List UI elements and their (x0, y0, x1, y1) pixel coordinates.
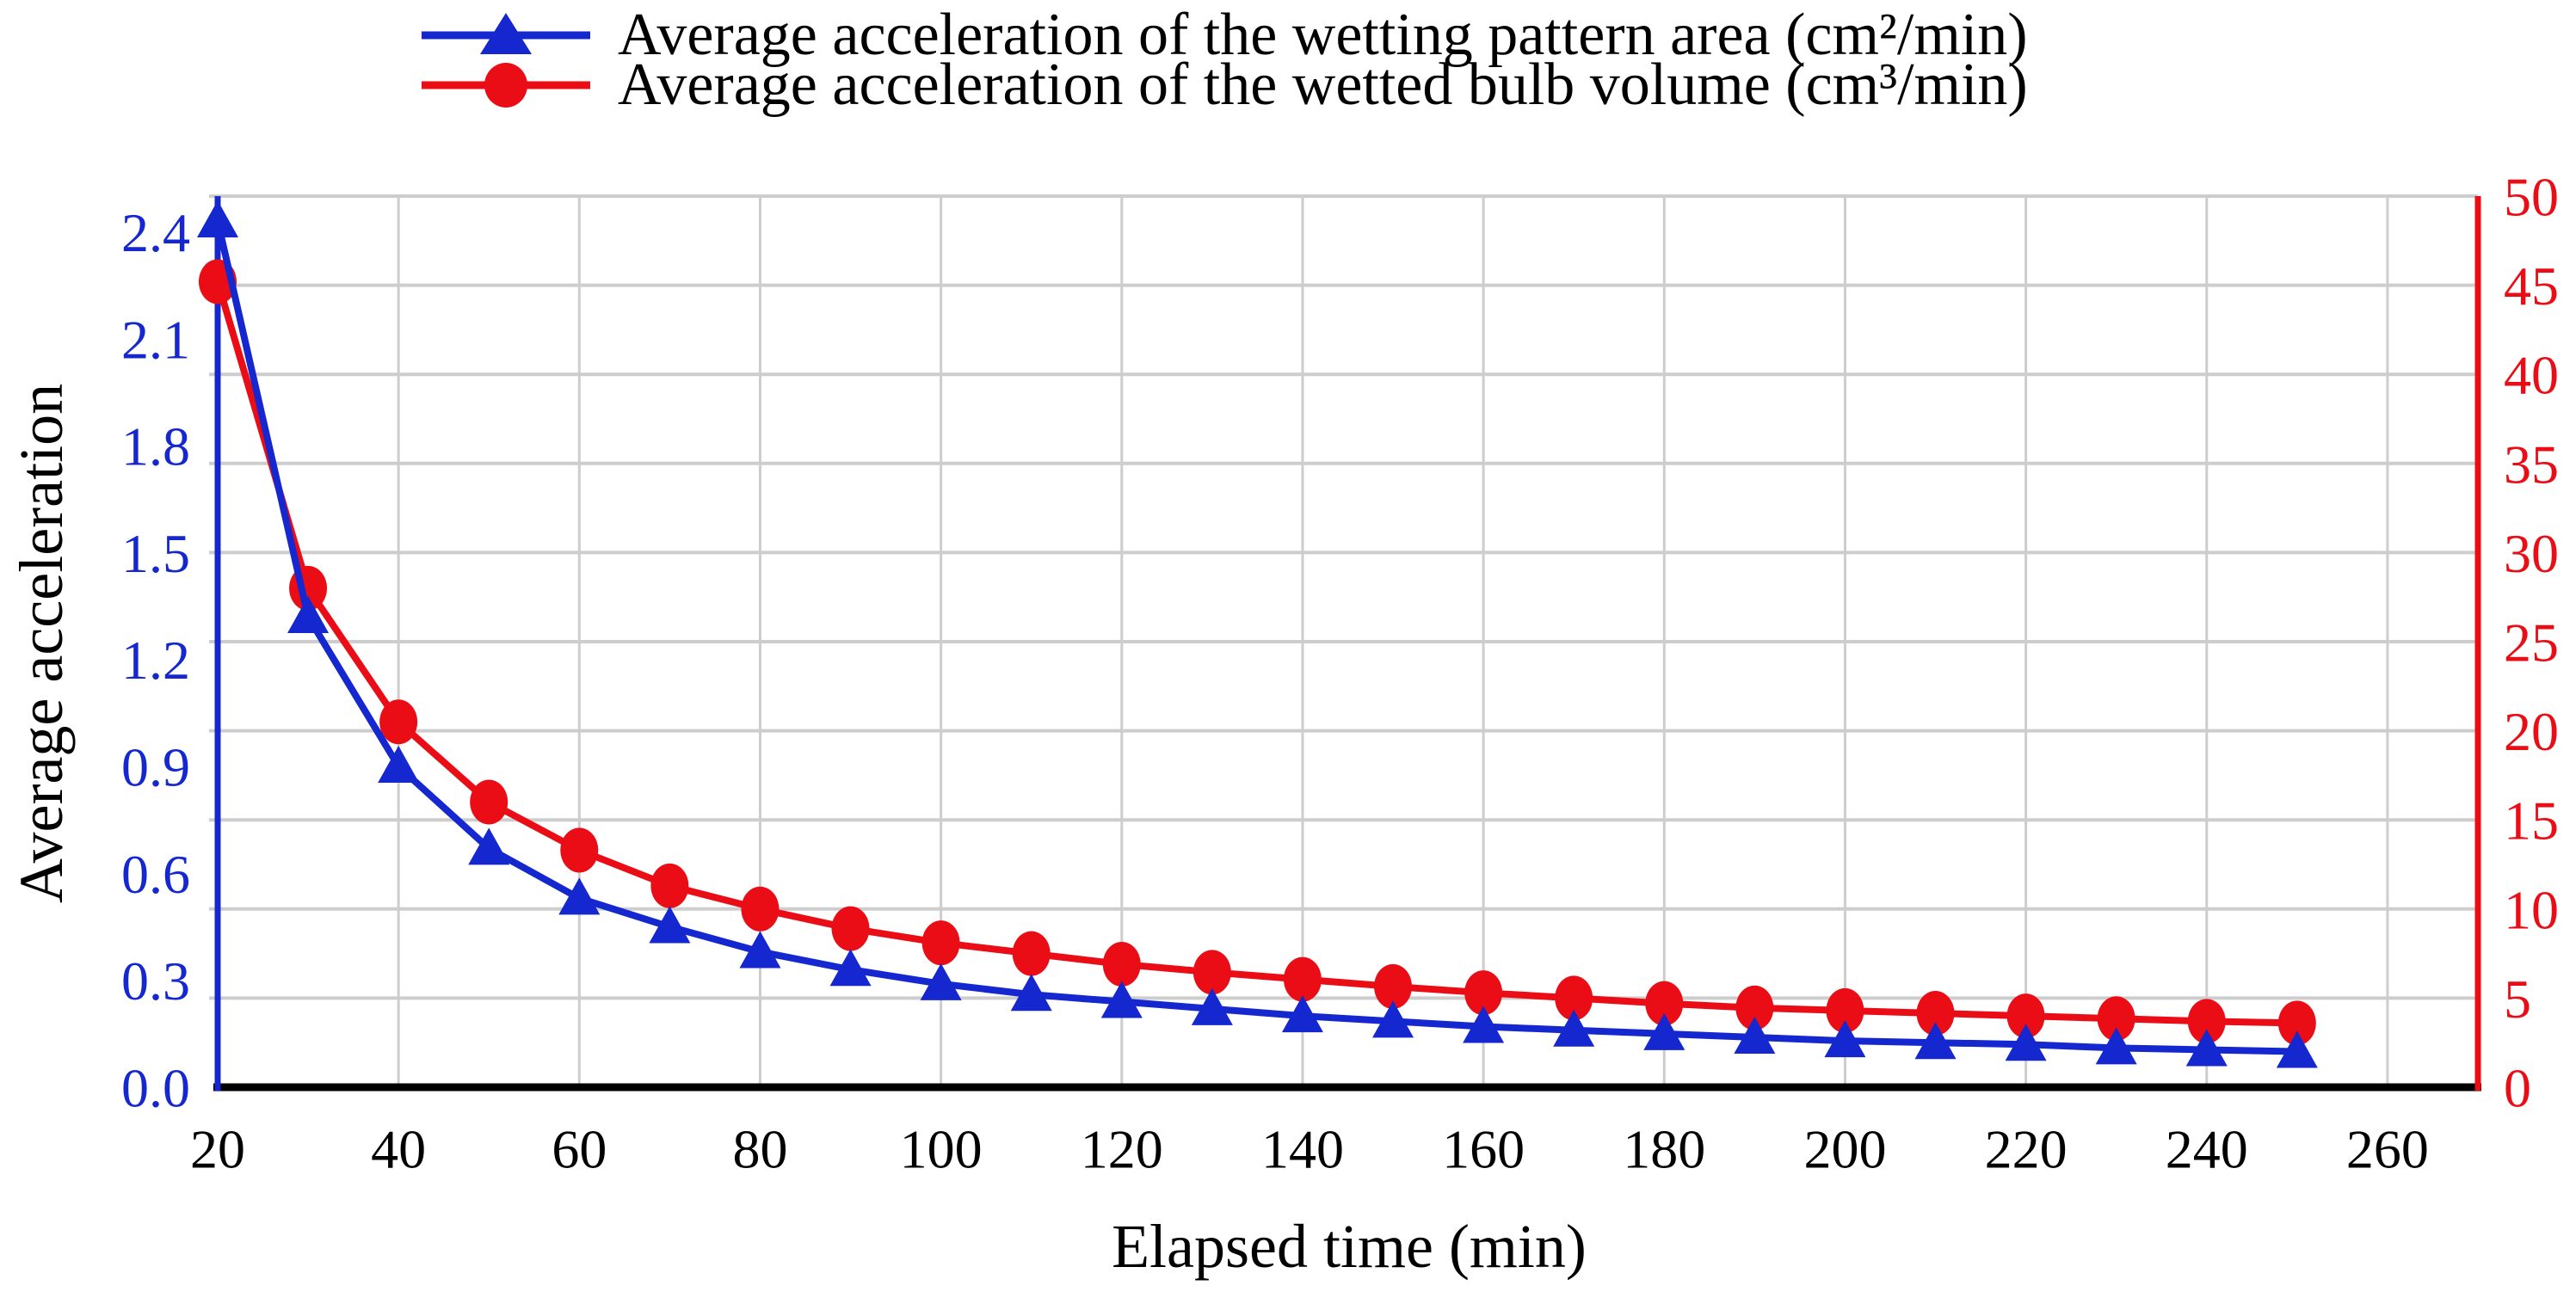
data-point-wetting-pattern-area (739, 931, 781, 969)
data-point-wetting-pattern-area (2185, 1029, 2228, 1067)
right-tick-label: 5 (2504, 969, 2531, 1030)
x-tick-label: 180 (1623, 1119, 1705, 1180)
x-tick-label: 20 (190, 1119, 245, 1180)
left-tick-label: 0.9 (121, 737, 190, 798)
data-point-wetting-pattern-area (1372, 1000, 1414, 1038)
data-point-wetted-bulb-volume (1192, 950, 1231, 995)
data-point-wetted-bulb-volume (921, 920, 960, 966)
series-line-wetting-pattern-area (214, 218, 2301, 1055)
right-tick-label: 20 (2504, 701, 2559, 762)
data-point-wetted-bulb-volume (1374, 963, 1413, 1009)
right-tick-label: 10 (2504, 879, 2559, 940)
left-tick-label: 0.6 (121, 844, 190, 905)
right-tick-label: 45 (2504, 255, 2559, 317)
data-point-wetted-bulb-volume (2277, 1000, 2316, 1046)
right-tick-label: 0 (2504, 1058, 2531, 1119)
right-tick-label: 35 (2504, 434, 2559, 495)
right-tick-label: 30 (2504, 523, 2559, 584)
left-tick-label: 2.4 (121, 202, 190, 263)
data-point-wetting-pattern-area (287, 595, 330, 633)
x-tick-label: 120 (1081, 1119, 1163, 1180)
data-point-wetting-pattern-area (1010, 974, 1052, 1012)
left-tick-label: 0.0 (121, 1058, 190, 1119)
data-point-wetted-bulb-volume (2097, 996, 2135, 1042)
data-point-wetting-pattern-area (1734, 1016, 1776, 1054)
data-point-wetting-pattern-area (1553, 1009, 1595, 1047)
data-point-wetting-pattern-area (1281, 995, 1323, 1033)
data-point-wetting-pattern-area (2095, 1027, 2137, 1065)
x-tick-label: 160 (1442, 1119, 1525, 1180)
x-axis-title: Elapsed time (min) (1112, 1212, 1587, 1281)
series-line-wetted-bulb-volume (214, 278, 2301, 1027)
data-point-wetted-bulb-volume (560, 827, 599, 873)
data-point-wetted-bulb-volume (1102, 942, 1141, 987)
data-point-wetting-pattern-area (1824, 1020, 1866, 1058)
legend-label-wetting-pattern-area: Average acceleration of the wetting patt… (618, 2, 2028, 68)
left-tick-label: 0.3 (121, 950, 190, 1012)
data-point-wetted-bulb-volume (379, 699, 418, 745)
legend-triangle-marker (480, 13, 532, 54)
data-point-wetted-bulb-volume (1012, 931, 1051, 976)
x-tick-label: 100 (900, 1119, 983, 1180)
data-point-wetted-bulb-volume (1555, 975, 1593, 1021)
data-point-wetting-pattern-area (558, 877, 601, 915)
data-point-wetting-pattern-area (2005, 1024, 2047, 1061)
data-point-wetting-pattern-area (378, 746, 420, 784)
legend-label-wetted-bulb-volume: Average acceleration of the wetted bulb … (618, 52, 2028, 118)
data-point-wetted-bulb-volume (650, 863, 689, 908)
data-point-wetted-bulb-volume (1826, 987, 1864, 1033)
right-tick-label: 15 (2504, 790, 2559, 852)
data-point-wetted-bulb-volume (2006, 993, 2045, 1039)
data-point-wetted-bulb-volume (1645, 981, 1684, 1026)
data-point-wetted-bulb-volume (1735, 985, 1774, 1030)
right-tick-label: 25 (2504, 612, 2559, 673)
left-tick-label: 1.2 (121, 630, 190, 691)
x-tick-label: 140 (1261, 1119, 1344, 1180)
x-tick-label: 220 (1985, 1119, 2068, 1180)
data-point-wetting-pattern-area (649, 906, 691, 944)
data-point-wetting-pattern-area (1463, 1006, 1505, 1043)
data-point-wetted-bulb-volume (1916, 991, 1955, 1036)
x-tick-label: 240 (2166, 1119, 2248, 1180)
right-tick-label: 50 (2504, 167, 2559, 228)
data-point-wetting-pattern-area (829, 949, 872, 987)
data-point-wetting-pattern-area (1191, 987, 1233, 1025)
left-tick-label: 1.8 (121, 416, 190, 477)
data-point-wetting-pattern-area (197, 200, 238, 238)
data-point-wetted-bulb-volume (2187, 999, 2226, 1044)
x-tick-label: 60 (552, 1119, 607, 1180)
right-tick-label: 40 (2504, 345, 2559, 406)
left-tick-label: 1.5 (121, 523, 190, 584)
y-axis-title: Average acceleration (7, 383, 76, 904)
legend-circle-marker (484, 63, 527, 108)
data-point-wetted-bulb-volume (470, 779, 508, 825)
x-tick-label: 80 (732, 1119, 787, 1180)
legend-item-wetted-bulb-volume: Average acceleration of the wetted bulb … (420, 52, 2028, 118)
left-tick-label: 2.1 (121, 309, 190, 370)
legend-item-wetting-pattern-area: Average acceleration of the wetting patt… (420, 2, 2028, 68)
x-tick-label: 200 (1803, 1119, 1886, 1180)
legend-marker-triangle-icon (422, 13, 590, 54)
x-tick-label: 40 (371, 1119, 426, 1180)
x-tick-label: 260 (2346, 1119, 2429, 1180)
data-point-wetting-pattern-area (1914, 1022, 1957, 1060)
data-point-wetting-pattern-area (920, 963, 962, 1000)
data-point-wetted-bulb-volume (741, 886, 780, 932)
data-point-wetting-pattern-area (2276, 1030, 2318, 1068)
legend-marker-circle-icon (422, 63, 590, 108)
data-point-wetting-pattern-area (1643, 1012, 1685, 1050)
data-point-wetted-bulb-volume (831, 906, 870, 951)
legend: Average acceleration of the wetting patt… (420, 2, 2028, 118)
data-point-wetting-pattern-area (468, 827, 510, 865)
data-point-wetted-bulb-volume (1283, 956, 1322, 1002)
data-point-wetting-pattern-area (1100, 981, 1143, 1018)
data-point-wetted-bulb-volume (1464, 970, 1503, 1016)
